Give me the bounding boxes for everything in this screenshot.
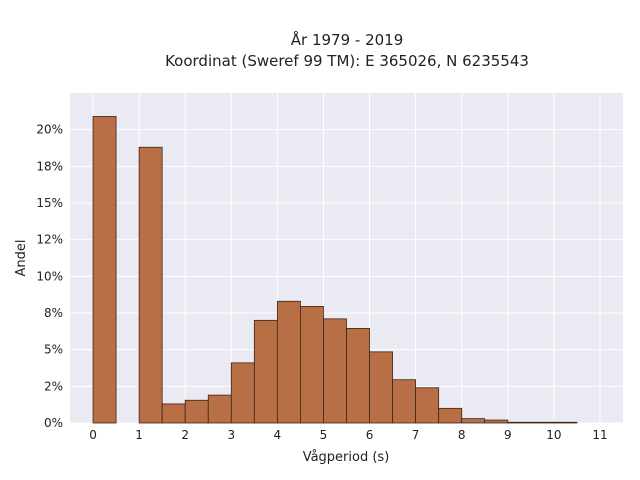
x-tick-label: 0: [89, 428, 97, 442]
histogram-bar: [138, 146, 163, 424]
x-tick-label: 9: [504, 428, 512, 442]
y-tick-label: 12%: [36, 233, 63, 247]
y-tick-label: 2%: [44, 379, 63, 393]
histogram-bar: [438, 407, 463, 424]
histogram-bar: [230, 362, 255, 424]
histogram-bar: [161, 403, 186, 424]
y-tick-label: 5%: [44, 343, 63, 357]
x-tick-label: 7: [412, 428, 420, 442]
histogram-bar: [553, 421, 578, 424]
histogram-bar: [461, 418, 486, 424]
chart-title: År 1979 - 2019: [291, 30, 404, 49]
x-tick-label: 2: [181, 428, 189, 442]
histogram-bar: [530, 421, 555, 424]
histogram-bar: [207, 394, 232, 424]
y-axis-ticks: 0% 2% 5% 8% 10% 12% 15% 18% 20%: [36, 123, 63, 430]
y-tick-label: 18%: [36, 159, 63, 173]
x-tick-label: 4: [274, 428, 282, 442]
x-tick-label: 3: [227, 428, 235, 442]
histogram-bar: [92, 116, 117, 424]
x-tick-label: 10: [546, 428, 561, 442]
chart-subtitle: Koordinat (Sweref 99 TM): E 365026, N 62…: [165, 52, 529, 70]
x-axis-label: Vågperiod (s): [303, 450, 390, 465]
y-tick-label: 20%: [36, 123, 63, 137]
histogram-bar: [323, 318, 347, 424]
x-tick-label: 6: [366, 428, 374, 442]
histogram-bar: [253, 319, 278, 424]
histogram-bar: [184, 399, 209, 424]
histogram-bar: [346, 327, 370, 424]
histogram-bar: [507, 421, 532, 424]
x-tick-label: 8: [458, 428, 466, 442]
bars: [92, 116, 578, 424]
histogram-bar: [484, 419, 509, 424]
x-axis-ticks: 0 1 2 3 4 5 6 7 8 9 10 11: [89, 428, 607, 442]
y-axis-label: Andel: [14, 240, 29, 277]
x-tick-label: 1: [135, 428, 143, 442]
histogram-bar: [415, 387, 440, 424]
y-tick-label: 10%: [36, 269, 63, 283]
histogram-bar: [392, 379, 417, 424]
x-tick-label: 11: [592, 428, 607, 442]
y-tick-label: 15%: [36, 196, 63, 210]
histogram-bar: [276, 300, 301, 424]
histogram-bar: [369, 351, 393, 424]
y-tick-label: 0%: [44, 416, 63, 430]
histogram-bar: [300, 305, 324, 424]
y-tick-label: 8%: [44, 306, 63, 320]
x-tick-label: 5: [320, 428, 328, 442]
